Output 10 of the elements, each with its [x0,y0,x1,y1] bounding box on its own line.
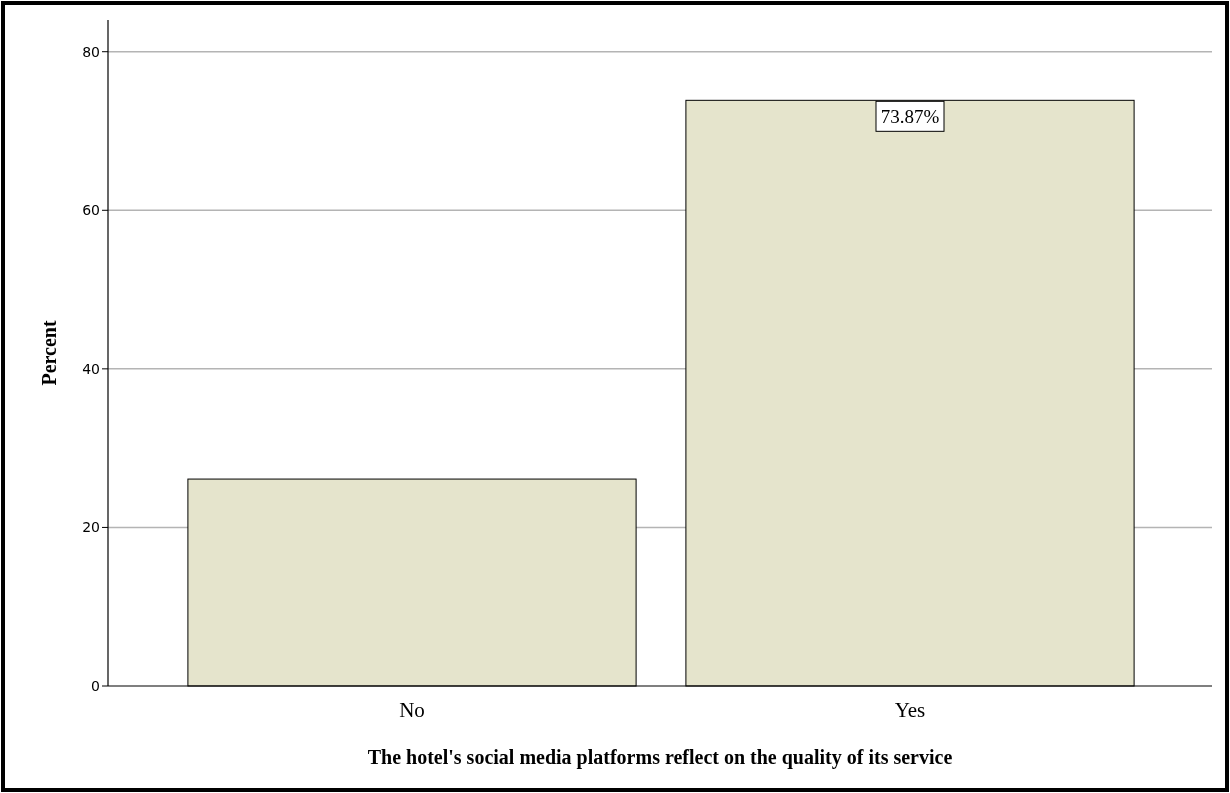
y-tick-label: 40 [82,360,100,377]
y-tick-label: 0 [91,678,100,694]
y-tick-label: 20 [82,519,100,536]
y-axis-title: Percent [38,320,60,386]
y-tick-label: 60 [82,202,100,219]
data-label: 73.87% [880,106,940,128]
x-tick-label: No [399,698,425,722]
y-tick-label: 80 [82,43,100,60]
x-axis-title: The hotel's social media platforms reflect on the quality of its service [367,746,953,769]
x-tick-label: Yes [894,698,926,722]
